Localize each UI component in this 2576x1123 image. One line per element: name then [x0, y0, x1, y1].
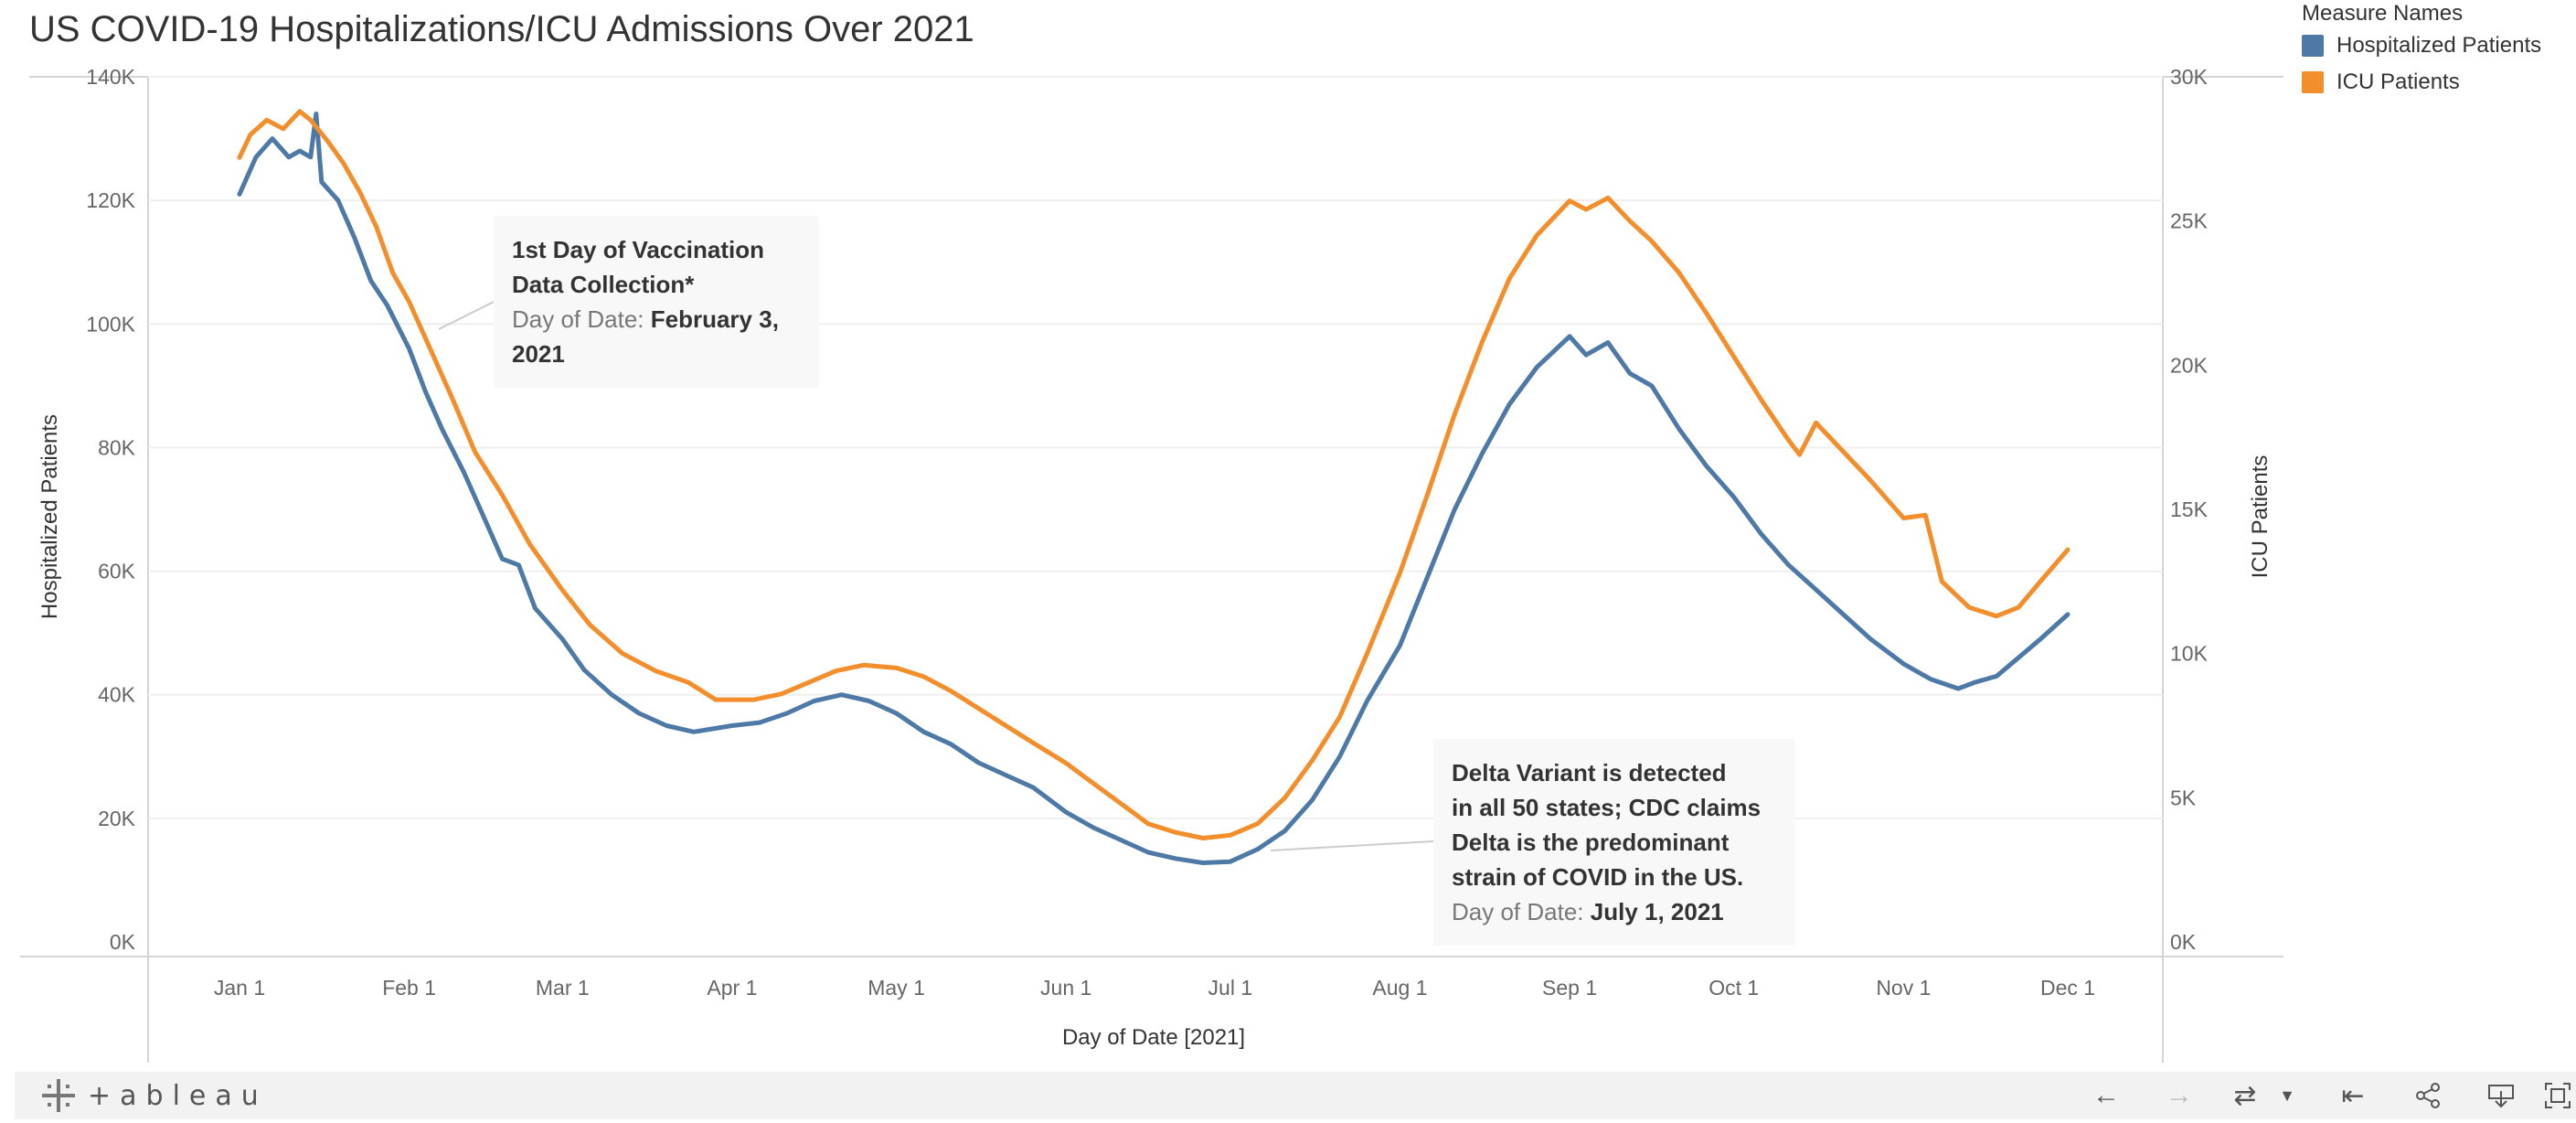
annotation-title-line: Delta is the predominant: [1452, 829, 1730, 856]
annotation-key: Day of Date:: [512, 305, 644, 333]
tableau-toolbar: +ableau ← → ⇄ ▼ ⇤: [15, 1072, 2576, 1119]
x-axis-title: Day of Date [2021]: [1062, 1025, 1245, 1050]
right-axis-title: ICU Patients: [2248, 455, 2273, 579]
x-tick-label: Apr 1: [707, 976, 757, 1000]
tableau-mark-icon: [42, 1079, 75, 1112]
annotation-title-line: Delta Variant is detected: [1452, 759, 1727, 786]
annotation-value: 2021: [512, 340, 565, 368]
x-tick-label: Sep 1: [1542, 976, 1597, 1000]
reset-icon[interactable]: ⇤: [2341, 1080, 2365, 1111]
annotation-value: February 3,: [650, 305, 779, 333]
annotation-connectors: [438, 301, 1434, 851]
x-tick-label: Dec 1: [2040, 976, 2095, 1000]
share-icon[interactable]: [2410, 1077, 2446, 1114]
gridlines: [148, 76, 2163, 819]
dropdown-arrow-icon[interactable]: ▼: [2279, 1086, 2295, 1105]
download-icon[interactable]: [2483, 1077, 2519, 1114]
right-tick-label: 10K: [2170, 642, 2209, 666]
annotation-title-line: Data Collection*: [512, 271, 695, 298]
legend-title: Measure Names: [2302, 1, 2464, 26]
redo-icon[interactable]: →: [2166, 1080, 2193, 1110]
right-tick-label: 15K: [2170, 497, 2209, 521]
undo-icon[interactable]: ←: [2092, 1080, 2120, 1110]
annotation-key: Day of Date:: [1452, 898, 1584, 925]
left-tick-label: 60K: [98, 560, 136, 583]
legend-label-hospitalized: Hospitalized Patients: [2336, 33, 2542, 58]
annotation-value: July 1, 2021: [1590, 898, 1724, 925]
left-tick-label: 80K: [98, 435, 136, 459]
left-tick-label: 20K: [98, 807, 136, 830]
tableau-logo[interactable]: +ableau: [42, 1079, 268, 1112]
left-axis-ticks: 0K 20K 40K 60K 80K 100K 120K 140K: [86, 65, 135, 954]
right-tick-label: 0K: [2170, 930, 2197, 954]
annotation-connector-delta: [1270, 840, 1434, 851]
chart-frame: [20, 76, 2283, 1063]
annotation-vaccination: 1st Day of Vaccination Data Collection* …: [494, 216, 819, 388]
legend-item-hospitalized[interactable]: Hospitalized Patients: [2302, 27, 2541, 64]
x-tick-label: Mar 1: [536, 976, 590, 1000]
series-line-icu: [237, 109, 2070, 840]
x-tick-label: Aug 1: [1372, 976, 1427, 1000]
right-axis-ticks: 0K 5K 10K 15K 20K 25K 30K: [2170, 65, 2209, 954]
x-axis-ticks: Jan 1 Feb 1 Mar 1 Apr 1 May 1 Jun 1 Jul 1 Aug 1…: [214, 976, 2095, 1000]
legend-item-icu[interactable]: ICU Patients: [2302, 64, 2541, 101]
legend-swatch-hospitalized: [2302, 35, 2324, 57]
left-tick-label: 40K: [98, 683, 136, 707]
left-tick-label: 120K: [86, 188, 135, 212]
left-tick-label: 140K: [86, 65, 135, 89]
left-tick-label: 100K: [86, 312, 135, 336]
tableau-wordmark: +ableau: [88, 1079, 268, 1112]
x-tick-label: Oct 1: [1708, 976, 1759, 1000]
x-tick-label: May 1: [868, 976, 925, 1000]
x-tick-label: Feb 1: [382, 976, 436, 1000]
chart-title: US COVID-19 Hospitalizations/ICU Admissi…: [29, 9, 974, 49]
annotation-title-line: 1st Day of Vaccination: [512, 236, 764, 263]
legend-label-icu: ICU Patients: [2336, 70, 2460, 94]
series-lines: [237, 109, 2070, 865]
x-tick-label: Nov 1: [1876, 976, 1931, 1000]
x-tick-label: Jul 1: [1208, 976, 1253, 1000]
x-tick-label: Jan 1: [214, 976, 265, 1000]
left-tick-label: 0K: [110, 930, 136, 954]
legend-swatch-icu: [2302, 71, 2324, 93]
right-tick-label: 25K: [2170, 209, 2209, 233]
right-tick-label: 20K: [2170, 353, 2209, 377]
annotation-title-line: in all 50 states; CDC claims: [1452, 794, 1762, 821]
right-tick-label: 5K: [2170, 786, 2197, 809]
left-axis-title: Hospitalized Patients: [37, 414, 62, 619]
legend: Measure Names Hospitalized Patients ICU …: [2302, 0, 2541, 101]
annotation-delta: Delta Variant is detected in all 50 stat…: [1433, 739, 1795, 946]
right-tick-label: 30K: [2170, 65, 2209, 89]
x-tick-label: Jun 1: [1040, 976, 1091, 1000]
series-line-hospitalized: [237, 112, 2070, 865]
chart: 0K 20K 40K 60K 80K 100K 120K 140K 0K 5K 10K 15K 20K…: [20, 65, 2283, 1063]
annotation-title-line: strain of COVID in the US.: [1452, 863, 1744, 891]
annotation-connector-vaccination: [438, 301, 495, 330]
revert-icon[interactable]: ⇄: [2233, 1080, 2257, 1111]
fullscreen-icon[interactable]: [2539, 1077, 2576, 1114]
